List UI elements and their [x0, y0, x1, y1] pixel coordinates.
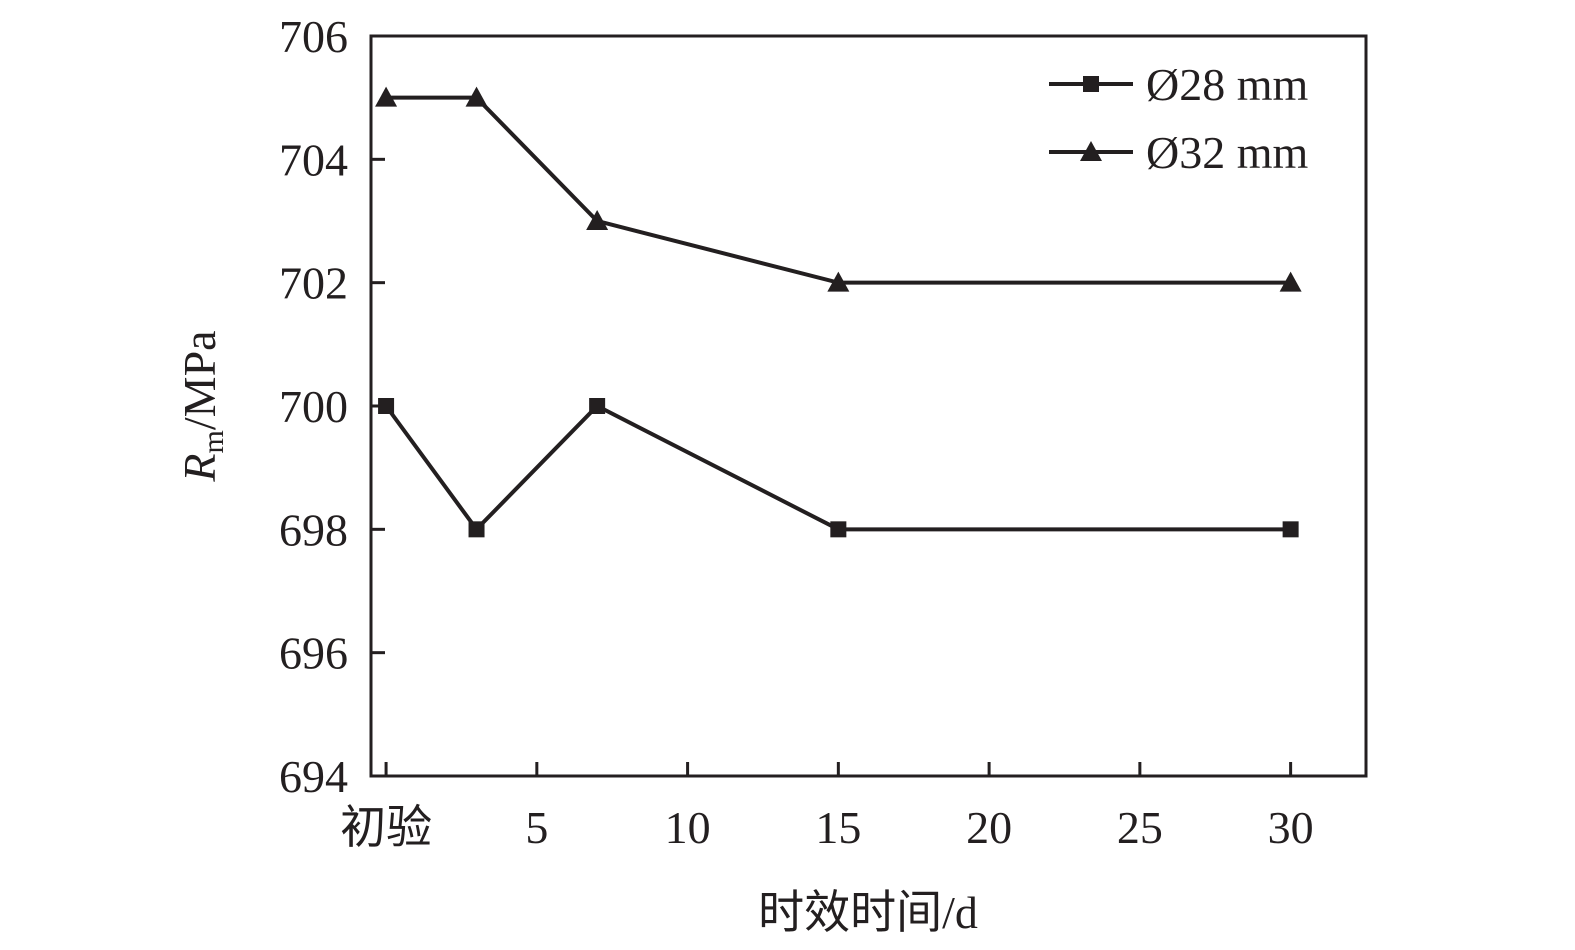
x-tick-label: 10 [665, 802, 711, 853]
y-tick-label: 704 [279, 134, 348, 185]
y-axis-title: Rm/MPa [174, 330, 230, 482]
y-tick-label: 702 [279, 258, 348, 309]
legend-marker-1 [1080, 141, 1102, 161]
y-axis-title-main: R [174, 453, 225, 482]
x-tick-label: 15 [815, 802, 861, 853]
y-tick-label: 696 [279, 628, 348, 679]
y-tick-label: 700 [279, 381, 348, 432]
data-point-1 [375, 86, 398, 107]
data-point-0 [468, 521, 485, 538]
legend-marker-0 [1083, 76, 1099, 92]
legend-label-0: Ø28 mm [1146, 59, 1309, 110]
x-tick-label: 25 [1117, 802, 1163, 853]
plot-area: 初验 5 10 15 20 25 30 694 696 698 700 702 704 706 Ø28 mm… [279, 11, 1368, 853]
data-point-0 [589, 398, 606, 414]
series-line-1 [386, 95, 1291, 285]
data-point-0 [1282, 521, 1299, 538]
x-tick-label: 初验 [340, 802, 432, 853]
data-point-1 [1279, 271, 1302, 292]
y-tick-label: 694 [279, 751, 348, 802]
series-line-0 [384, 403, 1291, 533]
y-axis-title-unit: /MPa [174, 330, 225, 430]
data-point-0 [830, 521, 847, 538]
x-tick-label: 5 [525, 802, 548, 853]
data-point-1 [827, 271, 850, 292]
y-axis-title-sub: m [197, 430, 230, 453]
y-tick-label: 706 [279, 11, 348, 62]
data-point-0 [378, 398, 395, 414]
data-point-1 [465, 86, 488, 107]
y-tick-label: 698 [279, 504, 348, 555]
data-point-1 [586, 210, 609, 230]
x-tick-label: 20 [966, 802, 1012, 853]
x-tick-label: 30 [1268, 802, 1314, 853]
legend-label-1: Ø32 mm [1146, 127, 1309, 178]
x-axis-title: 时效时间/d [758, 887, 978, 938]
